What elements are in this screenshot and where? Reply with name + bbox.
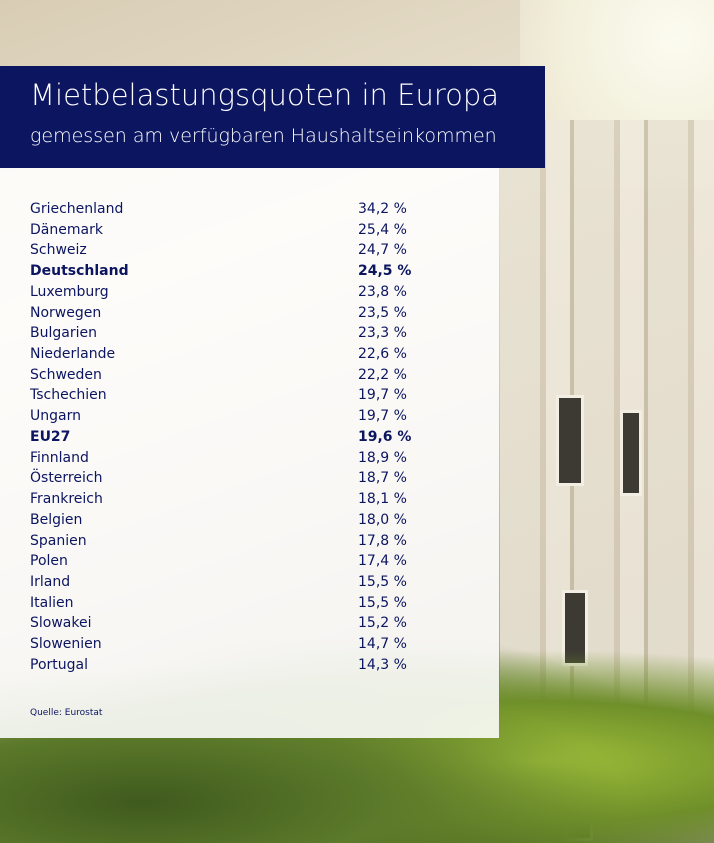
country-name: Deutschland <box>30 263 129 280</box>
country-name: Niederlande <box>30 346 116 363</box>
country-name: Slowakei <box>30 615 92 632</box>
country-name: Bulgarien <box>30 325 97 342</box>
rent-ratio: 24,7 % <box>358 242 407 259</box>
rent-ratio: 24,5 % <box>358 263 412 280</box>
rent-ratio: 18,1 % <box>358 491 407 508</box>
rent-ratio: 17,4 % <box>358 553 407 570</box>
subtitle: gemessen am verfügbaren Haushaltseinkomm… <box>30 125 497 147</box>
country-name: Schweiz <box>30 242 87 259</box>
source: Quelle: Eurostat <box>30 708 103 718</box>
rent-ratio: 22,6 % <box>358 346 407 363</box>
country-name: Dänemark <box>30 221 103 238</box>
title: Mietbelastungsquoten in Europa <box>30 78 500 112</box>
rent-ratio: 19,6 % <box>358 428 412 445</box>
window <box>620 410 642 496</box>
country-name: Schweden <box>30 366 102 383</box>
country-name: Polen <box>30 553 68 570</box>
country-name: Belgien <box>30 511 83 528</box>
rent-ratio: 15,5 % <box>358 594 407 611</box>
rent-ratio: 17,8 % <box>358 532 407 549</box>
rent-ratio: 18,0 % <box>358 511 407 528</box>
rent-ratio: 23,3 % <box>358 325 407 342</box>
rent-ratio: 34,2 % <box>358 201 407 217</box>
rent-ratio: 18,7 % <box>358 470 407 487</box>
country-name: Italien <box>30 594 74 611</box>
table-panel <box>0 168 499 738</box>
country-name: Ungarn <box>30 408 81 425</box>
country-name: Frankreich <box>30 491 103 508</box>
header-box <box>0 66 545 168</box>
country-name: Slowenien <box>30 636 102 653</box>
country-name: Spanien <box>30 532 87 549</box>
rent-ratio: 18,9 % <box>358 449 407 466</box>
rent-ratio: 23,5 % <box>358 304 407 321</box>
rent-ratio: 23,8 % <box>358 283 407 300</box>
country-name: Österreich <box>30 470 103 487</box>
rent-ratio: 14,3 % <box>358 656 407 673</box>
rent-ratio: 25,4 % <box>358 221 407 238</box>
country-name: Luxemburg <box>30 283 109 300</box>
rent-ratio: 19,7 % <box>358 408 407 425</box>
rent-ratio: 15,2 % <box>358 615 407 632</box>
country-name: Finnland <box>30 449 89 466</box>
rent-ratio: 22,2 % <box>358 366 407 383</box>
country-name: Portugal <box>30 656 88 673</box>
rent-ratio: 14,7 % <box>358 636 407 653</box>
country-name: Norwegen <box>30 304 102 321</box>
country-name: Tschechien <box>30 387 107 404</box>
window <box>556 395 584 486</box>
rent-ratio: 19,7 % <box>358 387 407 404</box>
rent-ratio: 15,5 % <box>358 573 407 590</box>
country-name: Griechenland <box>30 201 124 217</box>
country-name: EU27 <box>30 428 71 445</box>
country-name: Irland <box>30 573 71 590</box>
